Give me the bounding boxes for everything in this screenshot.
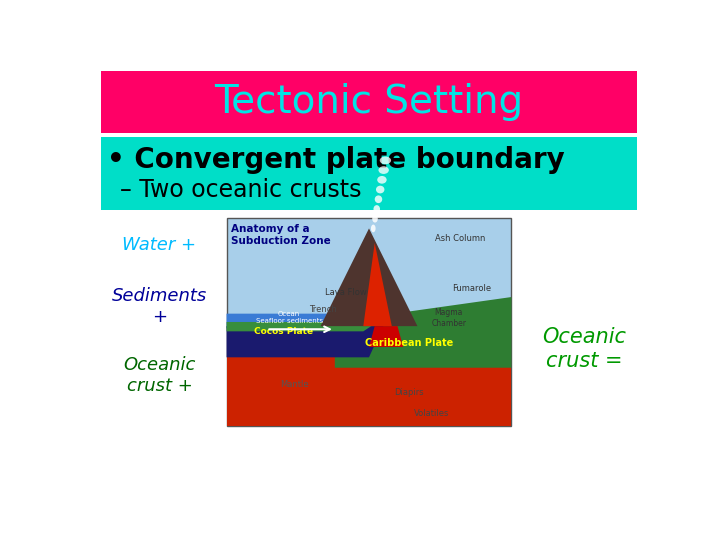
Ellipse shape — [376, 186, 384, 193]
Text: Lava Flow: Lava Flow — [325, 288, 367, 298]
Polygon shape — [227, 326, 383, 357]
Text: Anatomy of a
Subduction Zone: Anatomy of a Subduction Zone — [231, 224, 331, 246]
Text: Oceanic
crust =: Oceanic crust = — [543, 327, 626, 370]
Text: Volatiles: Volatiles — [414, 409, 449, 418]
Text: Mantle: Mantle — [281, 380, 309, 389]
Ellipse shape — [377, 176, 387, 184]
Text: Tectonic Setting: Tectonic Setting — [215, 83, 523, 121]
Text: Cocos Plate: Cocos Plate — [254, 327, 313, 336]
Text: Sediments
+: Sediments + — [112, 287, 207, 326]
Text: Fumarole: Fumarole — [452, 284, 491, 293]
Bar — [101, 137, 637, 211]
Polygon shape — [369, 326, 403, 347]
Polygon shape — [227, 322, 377, 332]
Polygon shape — [364, 243, 392, 326]
Ellipse shape — [371, 225, 376, 232]
Text: Caribbean Plate: Caribbean Plate — [365, 338, 453, 348]
Text: Oceanic
crust +: Oceanic crust + — [123, 356, 196, 395]
Polygon shape — [227, 314, 374, 328]
Text: • Convergent plate boundary: • Convergent plate boundary — [107, 146, 565, 174]
Bar — [101, 71, 637, 132]
Text: Diapirs: Diapirs — [394, 388, 423, 397]
Ellipse shape — [379, 157, 391, 164]
Text: Ocean
Seafloor sediments: Ocean Seafloor sediments — [256, 312, 323, 325]
Ellipse shape — [374, 205, 380, 213]
Text: Magma
Chamber: Magma Chamber — [431, 308, 467, 328]
Ellipse shape — [374, 195, 382, 203]
Text: – Two oceanic crusts: – Two oceanic crusts — [120, 178, 361, 201]
Bar — [227, 218, 511, 426]
Polygon shape — [335, 297, 511, 368]
Text: Trench: Trench — [310, 305, 337, 314]
Ellipse shape — [379, 166, 389, 174]
Polygon shape — [320, 228, 418, 326]
Polygon shape — [227, 339, 511, 426]
Text: Ash Column: Ash Column — [435, 234, 485, 244]
Ellipse shape — [372, 215, 378, 222]
Text: Water +: Water + — [122, 236, 197, 254]
